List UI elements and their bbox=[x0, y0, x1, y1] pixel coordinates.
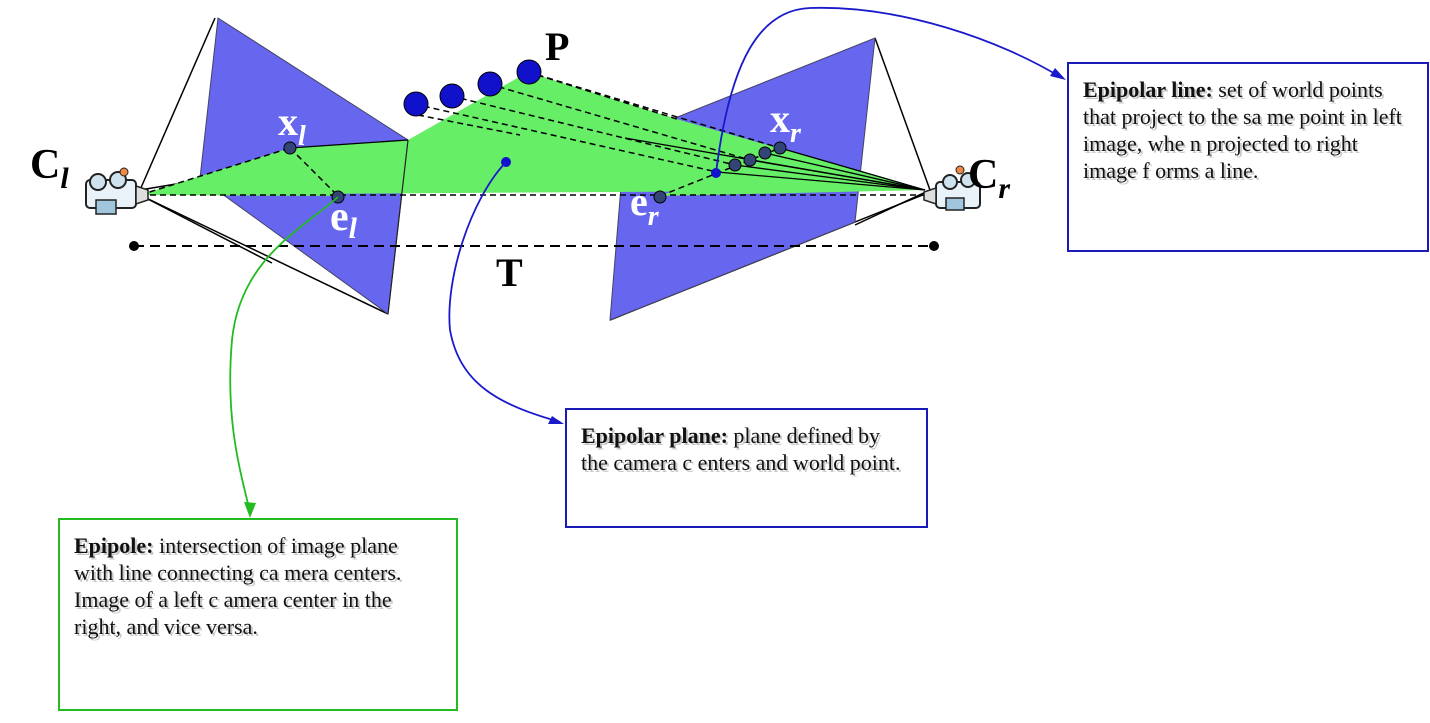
epipole-text: intersection of image plane with line co… bbox=[74, 533, 402, 639]
left-camera-icon bbox=[85, 167, 149, 215]
image-points bbox=[283, 141, 787, 204]
projection-rays bbox=[139, 71, 925, 197]
right-camera-label: Cr bbox=[968, 152, 1010, 205]
x-left-label: xl bbox=[278, 99, 306, 152]
x-right-label: xr bbox=[770, 96, 802, 149]
point-p-label: P bbox=[545, 24, 569, 69]
epipolar-plane-callout: Epipolar plane: plane defined by the cam… bbox=[565, 408, 928, 528]
epipole-title: Epipole: bbox=[74, 533, 154, 558]
epipolar-plane-text: plane defined by the camera c enters and… bbox=[581, 423, 901, 475]
epipolar-line-connector bbox=[715, 6, 1063, 174]
epipole-right-label: er bbox=[630, 179, 660, 232]
epipolar-plane-left-part bbox=[140, 148, 338, 196]
left-camera-pyramid bbox=[139, 17, 389, 315]
epipolar-plane-connector bbox=[448, 161, 561, 423]
epipolar-line-text: set of world points that project to the … bbox=[1083, 77, 1402, 183]
world-points bbox=[403, 59, 542, 117]
epipole-left-label: el bbox=[330, 194, 358, 245]
baseline-label: T bbox=[496, 250, 523, 295]
epipolar-plane-title: Epipolar plane: bbox=[581, 423, 728, 448]
epipole-callout: Epipole: intersection of image plane wit… bbox=[58, 518, 458, 711]
epipole-connector bbox=[229, 196, 339, 513]
epipolar-line-title: Epipolar line: bbox=[1083, 77, 1213, 102]
left-camera-label: Cl bbox=[30, 142, 69, 195]
right-camera-icon bbox=[923, 165, 981, 211]
right-camera-rays bbox=[289, 137, 926, 191]
epipolar-line-callout: Epipolar line: set of world points that … bbox=[1067, 62, 1429, 252]
